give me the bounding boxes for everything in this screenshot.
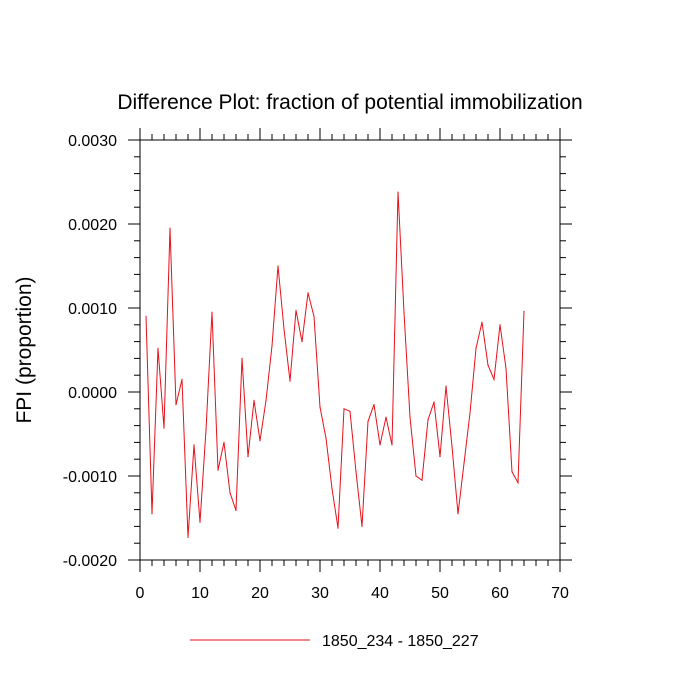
data-point bbox=[361, 525, 363, 528]
data-point bbox=[343, 408, 345, 410]
data-point bbox=[427, 419, 429, 421]
data-point bbox=[313, 315, 315, 317]
data-point bbox=[265, 399, 267, 401]
data-point bbox=[475, 347, 477, 349]
data-point bbox=[319, 406, 321, 408]
x-tick-label: 60 bbox=[491, 585, 509, 602]
data-point bbox=[259, 440, 261, 442]
data-point bbox=[181, 378, 183, 380]
y-tick-label: -0.0010 bbox=[63, 469, 117, 486]
x-tick-label: 20 bbox=[251, 585, 269, 602]
data-point bbox=[355, 471, 357, 473]
data-point bbox=[397, 191, 399, 193]
plot-frame bbox=[139, 139, 561, 561]
x-tick-label: 40 bbox=[371, 585, 389, 602]
data-point bbox=[511, 471, 513, 473]
data-point bbox=[415, 475, 417, 477]
data-point bbox=[331, 488, 333, 490]
data-point bbox=[253, 399, 255, 401]
y-tick-label: -0.0020 bbox=[63, 553, 117, 570]
data-point bbox=[211, 311, 213, 313]
data-point bbox=[487, 364, 489, 366]
data-point bbox=[463, 462, 465, 464]
data-point bbox=[505, 367, 507, 370]
data-point bbox=[385, 416, 387, 418]
data-point bbox=[157, 347, 159, 349]
x-tick-label: 50 bbox=[431, 585, 449, 602]
x-tick-label: 70 bbox=[551, 585, 569, 602]
data-point bbox=[151, 513, 153, 515]
data-point bbox=[205, 429, 207, 431]
data-point bbox=[367, 420, 369, 422]
axis-ticks bbox=[128, 128, 572, 572]
y-tick-label: 0.0010 bbox=[68, 301, 117, 318]
data-point bbox=[433, 401, 435, 403]
data-point bbox=[373, 404, 375, 406]
data-point bbox=[271, 345, 273, 347]
data-point bbox=[301, 341, 303, 343]
data-point bbox=[451, 446, 453, 448]
data-point bbox=[169, 227, 171, 229]
data-point bbox=[289, 380, 291, 382]
x-tick-label: 0 bbox=[136, 585, 145, 602]
data-point bbox=[277, 265, 279, 267]
data-point bbox=[469, 412, 471, 414]
data-point bbox=[403, 311, 405, 313]
x-tick-labels: 0 10 20 30 40 50 60 70 bbox=[136, 585, 569, 602]
data-point bbox=[193, 444, 195, 446]
data-point bbox=[379, 444, 381, 446]
series-line-1850-234-minus-1850-227 bbox=[145, 192, 525, 538]
y-axis-label: FPI (proportion) bbox=[13, 276, 36, 423]
data-point bbox=[409, 416, 411, 418]
data-point bbox=[325, 437, 327, 439]
data-point bbox=[229, 492, 231, 494]
data-point bbox=[247, 456, 249, 458]
y-tick-label: 0.0030 bbox=[68, 133, 117, 150]
data-point bbox=[493, 378, 495, 380]
data-point bbox=[421, 479, 423, 481]
legend: 1850_234 - 1850_227 bbox=[190, 633, 479, 650]
data-point bbox=[283, 328, 285, 330]
data-point bbox=[295, 309, 297, 312]
data-point bbox=[391, 444, 393, 446]
y-tick-label: 0.0000 bbox=[68, 385, 117, 402]
y-tick-labels: -0.0020 -0.0010 0.0000 0.0010 0.0020 0.0030 bbox=[63, 133, 117, 570]
y-tick-label: 0.0020 bbox=[68, 217, 117, 234]
data-point bbox=[223, 441, 225, 443]
data-point bbox=[163, 427, 165, 429]
data-point bbox=[199, 521, 201, 523]
data-point bbox=[523, 310, 525, 312]
x-tick-label: 30 bbox=[311, 585, 329, 602]
data-point bbox=[517, 482, 519, 484]
data-point bbox=[235, 509, 237, 512]
data-point bbox=[481, 321, 483, 323]
data-point bbox=[337, 527, 339, 529]
chart-title: Difference Plot: fraction of potential i… bbox=[117, 91, 582, 114]
data-point bbox=[457, 513, 459, 515]
data-point bbox=[145, 315, 147, 317]
data-point bbox=[241, 357, 243, 359]
data-point bbox=[439, 456, 441, 458]
series-points bbox=[145, 191, 525, 538]
data-point bbox=[307, 292, 309, 294]
data-point bbox=[187, 536, 189, 538]
data-point bbox=[499, 324, 501, 326]
data-point bbox=[217, 469, 219, 471]
x-tick-label: 10 bbox=[191, 585, 209, 602]
data-point bbox=[349, 410, 351, 412]
data-point bbox=[175, 404, 177, 406]
data-point bbox=[445, 385, 447, 387]
legend-label: 1850_234 - 1850_227 bbox=[322, 633, 479, 650]
